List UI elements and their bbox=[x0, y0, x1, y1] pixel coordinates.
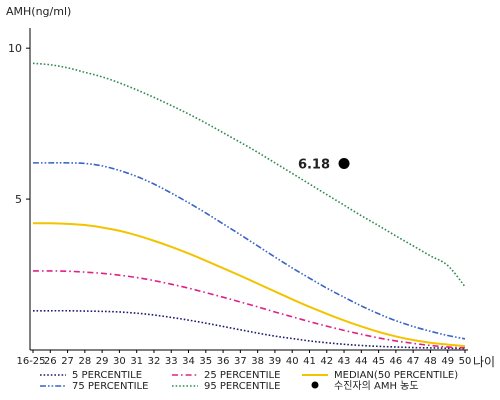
x-tick-label: 37 bbox=[234, 356, 247, 367]
legend-label-median-50-percentile: MEDIAN(50 PERCENTILE) bbox=[334, 370, 458, 381]
x-tick-label: 32 bbox=[148, 356, 161, 367]
legend-label-patient-amh: 수진자의 AMH 농도 bbox=[334, 380, 419, 392]
x-tick-label: 33 bbox=[165, 356, 178, 367]
x-tick-label: 43 bbox=[338, 356, 351, 367]
legend-swatch-patient-amh bbox=[311, 381, 319, 389]
x-tick-label: 28 bbox=[78, 356, 91, 367]
legend: 5 PERCENTILE 25 PERCENTILE MEDIAN(50 PERCE… bbox=[40, 370, 458, 392]
x-tick-label: 40 bbox=[286, 356, 299, 367]
legend-label-95-percentile: 95 PERCENTILE bbox=[204, 381, 280, 392]
x-tick-label: 26 bbox=[44, 356, 57, 367]
series-line-95-percentile bbox=[32, 62, 466, 288]
legend-label-5-percentile: 5 PERCENTILE bbox=[72, 370, 142, 381]
x-tick-label: 27 bbox=[61, 356, 74, 367]
legend-label-75-percentile: 75 PERCENTILE bbox=[72, 381, 148, 392]
x-tick-label: 41 bbox=[303, 356, 316, 367]
series-line-median-50-percentile bbox=[32, 222, 466, 348]
x-tick-label: 16-25 bbox=[16, 356, 45, 367]
series-line-5-percentile bbox=[33, 309, 466, 350]
y-tick-label: 10 bbox=[8, 42, 22, 55]
x-tick-label: 44 bbox=[355, 356, 368, 367]
x-tick-label: 34 bbox=[182, 356, 195, 367]
x-tick-label: 49 bbox=[441, 356, 454, 367]
y-tick-label: 5 bbox=[15, 193, 22, 206]
x-tick-label: 31 bbox=[130, 356, 143, 367]
x-tick-label: 29 bbox=[96, 356, 109, 367]
x-tick-label: 42 bbox=[320, 356, 333, 367]
patient-point-group: 6.18 bbox=[298, 157, 350, 172]
x-tick-label: 47 bbox=[407, 356, 420, 367]
legend-label-25-percentile: 25 PERCENTILE bbox=[204, 370, 280, 381]
series-line-75-percentile bbox=[32, 162, 466, 340]
y-axis-label: AMH(ng/ml) bbox=[6, 5, 71, 18]
patient-amh-value-label: 6.18 bbox=[298, 157, 330, 172]
x-tick-label: 39 bbox=[269, 356, 282, 367]
x-tick-label: 46 bbox=[390, 356, 403, 367]
x-tick-label: 38 bbox=[251, 356, 264, 367]
x-tick-label: 30 bbox=[113, 356, 126, 367]
x-tick-label: 48 bbox=[424, 356, 437, 367]
x-tick-label: 36 bbox=[217, 356, 230, 367]
y-ticks: 5 10 bbox=[8, 42, 30, 206]
axes bbox=[29, 28, 468, 351]
x-axis-label: 나이 bbox=[473, 355, 495, 369]
series-line-25-percentile bbox=[32, 270, 466, 349]
x-tick-label: 35 bbox=[199, 356, 212, 367]
patient-amh-point bbox=[338, 157, 350, 169]
x-tick-label: 45 bbox=[372, 356, 385, 367]
x-tick-label: 50 bbox=[459, 356, 472, 367]
series-lines bbox=[32, 62, 466, 350]
